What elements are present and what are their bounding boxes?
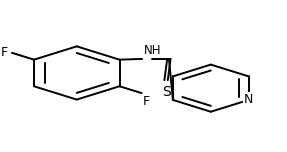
Text: N: N	[244, 93, 253, 106]
Text: NH: NH	[144, 44, 161, 57]
Text: S: S	[162, 85, 170, 99]
Text: F: F	[1, 46, 8, 59]
Text: F: F	[143, 95, 150, 108]
